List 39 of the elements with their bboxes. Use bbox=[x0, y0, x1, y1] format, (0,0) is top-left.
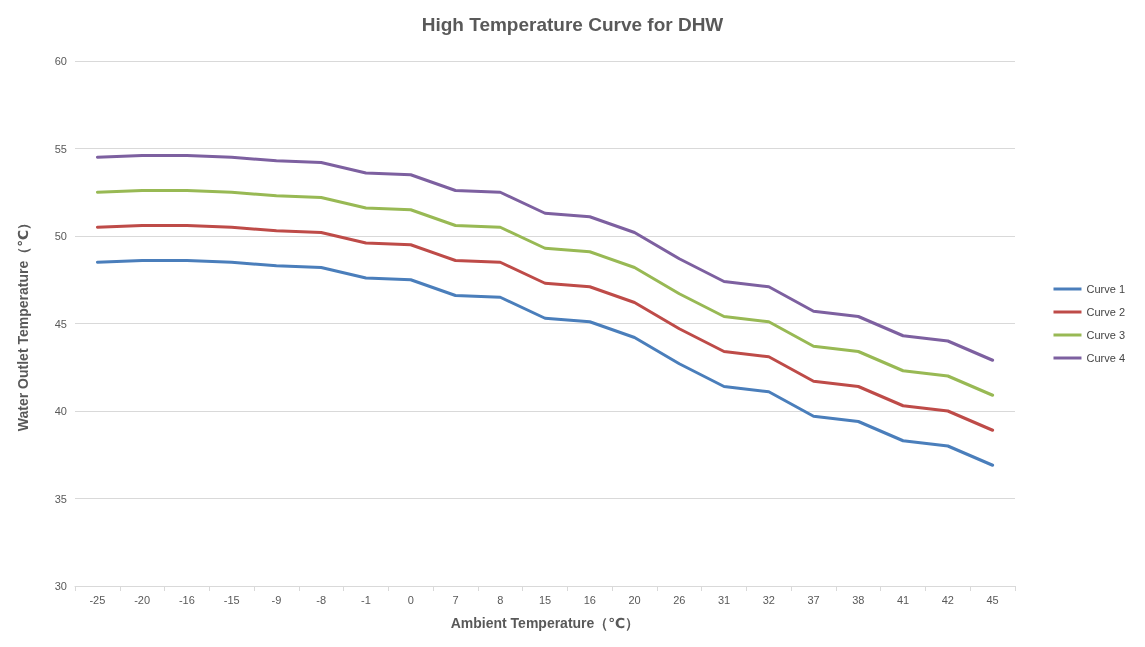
y-axis-title: Water Outlet Temperature（℃） bbox=[15, 215, 31, 432]
x-tick-label: -8 bbox=[316, 593, 327, 606]
x-tick-label: 7 bbox=[452, 593, 459, 606]
x-tick-label: 41 bbox=[896, 593, 910, 606]
legend-label: Curve 3 bbox=[1086, 329, 1126, 341]
line-series bbox=[95, 259, 995, 467]
x-tick-label: 31 bbox=[717, 593, 731, 606]
x-tick-label: 37 bbox=[807, 593, 820, 606]
line-series bbox=[95, 154, 995, 362]
y-tick-label: 50 bbox=[54, 230, 67, 242]
x-tick-label: 20 bbox=[628, 593, 641, 606]
x-tick-label: 42 bbox=[941, 593, 954, 606]
x-tick-label: 45 bbox=[986, 593, 999, 606]
x-tick-label: 16 bbox=[583, 593, 596, 606]
x-tick-label: 32 bbox=[762, 593, 775, 606]
y-tick-label: 55 bbox=[54, 142, 67, 155]
y-tick-label: 40 bbox=[54, 405, 67, 417]
x-tick-label: 15 bbox=[538, 593, 552, 606]
x-tick-label: -9 bbox=[271, 593, 282, 606]
x-axis-title: Ambient Temperature（℃） bbox=[450, 615, 640, 631]
line-series bbox=[95, 189, 995, 397]
y-tick-label: 45 bbox=[54, 317, 67, 330]
legend-label: Curve 2 bbox=[1086, 306, 1126, 318]
x-tick-label: 8 bbox=[497, 593, 504, 606]
line-series bbox=[95, 224, 995, 432]
x-tick-label: 0 bbox=[407, 593, 414, 606]
x-tick-label: 38 bbox=[852, 593, 865, 606]
x-tick-label: -16 bbox=[178, 593, 195, 606]
legend-label: Curve 4 bbox=[1086, 352, 1126, 364]
y-tick-label: 35 bbox=[54, 492, 67, 505]
y-tick-label: 60 bbox=[54, 55, 67, 67]
y-tick-label: 30 bbox=[54, 580, 67, 592]
x-tick-label: -25 bbox=[89, 593, 106, 606]
x-tick-label: -1 bbox=[361, 593, 371, 606]
x-tick-label: 26 bbox=[673, 593, 686, 606]
legend-label: Curve 1 bbox=[1086, 283, 1126, 295]
x-tick-label: -15 bbox=[223, 593, 240, 606]
chart-title: High Temperature Curve for DHW bbox=[421, 14, 724, 35]
x-tick-label: -20 bbox=[134, 593, 151, 606]
